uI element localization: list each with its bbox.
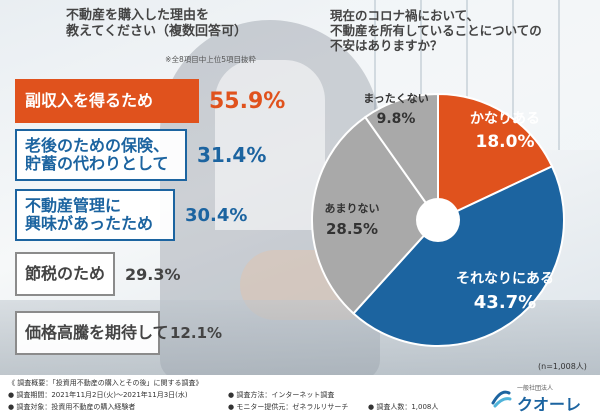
bar-5: 価格高騰を期待して <box>15 311 169 355</box>
bar-label-3-line-1: 不動産管理に <box>25 196 122 215</box>
right-title-line-3: 不安はありますか？ <box>330 38 443 53</box>
right-title-line-2: 不動産を所有していることについての <box>330 23 542 38</box>
footer-overview: 《 調査概要：「投資用不動産の購入とその後」に関する調査》 <box>8 379 203 387</box>
left-question-title: 不動産を購入した理由を 教えてください（複数回答可） <box>66 8 286 40</box>
bar-4: 節税のため <box>15 252 115 296</box>
bar-value-2: 31.4% <box>197 143 267 167</box>
left-title-line-2: 教えてください（複数回答可） <box>66 24 247 39</box>
bar-label-4-line-1: 節税のため <box>25 264 106 283</box>
footer-provider: ● モニター提供元：ゼネラルリサーチ <box>228 403 349 411</box>
logo-mark-icon <box>491 390 512 408</box>
footer-count: ● 調査人数：1,008人 <box>368 403 439 411</box>
survey-footer: 《 調査概要：「投資用不動産の購入とその後」に関する調査》 ● 調査期間：202… <box>0 375 600 415</box>
organization-logo: 一般社団法人 クオーレ <box>490 383 594 414</box>
logo-name: クオーレ <box>517 395 582 414</box>
bar-value-5: 12.1% <box>170 324 223 342</box>
bar-label-2-line-1: 老後のための保険、 <box>25 136 170 155</box>
bar-label-2-line-2: 貯蓄の代わりとして <box>25 154 169 173</box>
footer-target: ● 調査対象：投資用不動産の購入経験者 <box>8 403 136 411</box>
bar-1: 副収入を得るため <box>15 79 199 123</box>
bar-3: 不動産管理に 興味があったため <box>15 189 175 241</box>
bar-value-1: 55.9% <box>209 88 286 114</box>
footer-method: ● 調査方法：インターネット調査 <box>228 391 335 399</box>
left-question-note: ※全8項目中上位5項目抜粋 <box>165 55 256 64</box>
background-shirt <box>215 60 325 230</box>
bar-label-5-line-1: 価格高騰を期待して <box>25 323 169 342</box>
right-title-line-1: 現在のコロナ禍において、 <box>330 8 480 23</box>
bar-row-4: 節税のため 29.3% <box>15 252 181 296</box>
bar-row-2: 老後のための保険、 貯蓄の代わりとして 31.4% <box>15 129 266 181</box>
bar-2: 老後のための保険、 貯蓄の代わりとして <box>15 129 187 181</box>
logo-subtitle: 一般社団法人 <box>517 385 554 392</box>
footer-period: ● 調査期間：2021年11月2日(火)～2021年11月3日(水) <box>8 391 188 399</box>
bar-label-1-line-1: 副収入を得るため <box>25 91 154 110</box>
bar-value-3: 30.4% <box>185 204 248 226</box>
bar-row-3: 不動産管理に 興味があったため 30.4% <box>15 189 247 241</box>
left-title-line-1: 不動産を購入した理由を <box>66 8 210 23</box>
bar-row-5: 価格高騰を期待して 12.1% <box>15 311 222 355</box>
bar-row-1: 副収入を得るため 55.9% <box>15 79 285 123</box>
bar-label-3-line-2: 興味があったため <box>25 214 154 233</box>
right-question-title: 現在のコロナ禍において、 不動産を所有していることについての 不安はありますか？ <box>330 8 590 53</box>
sample-size-label: (n=1,008人) <box>538 362 587 371</box>
bar-value-4: 29.3% <box>125 264 181 284</box>
